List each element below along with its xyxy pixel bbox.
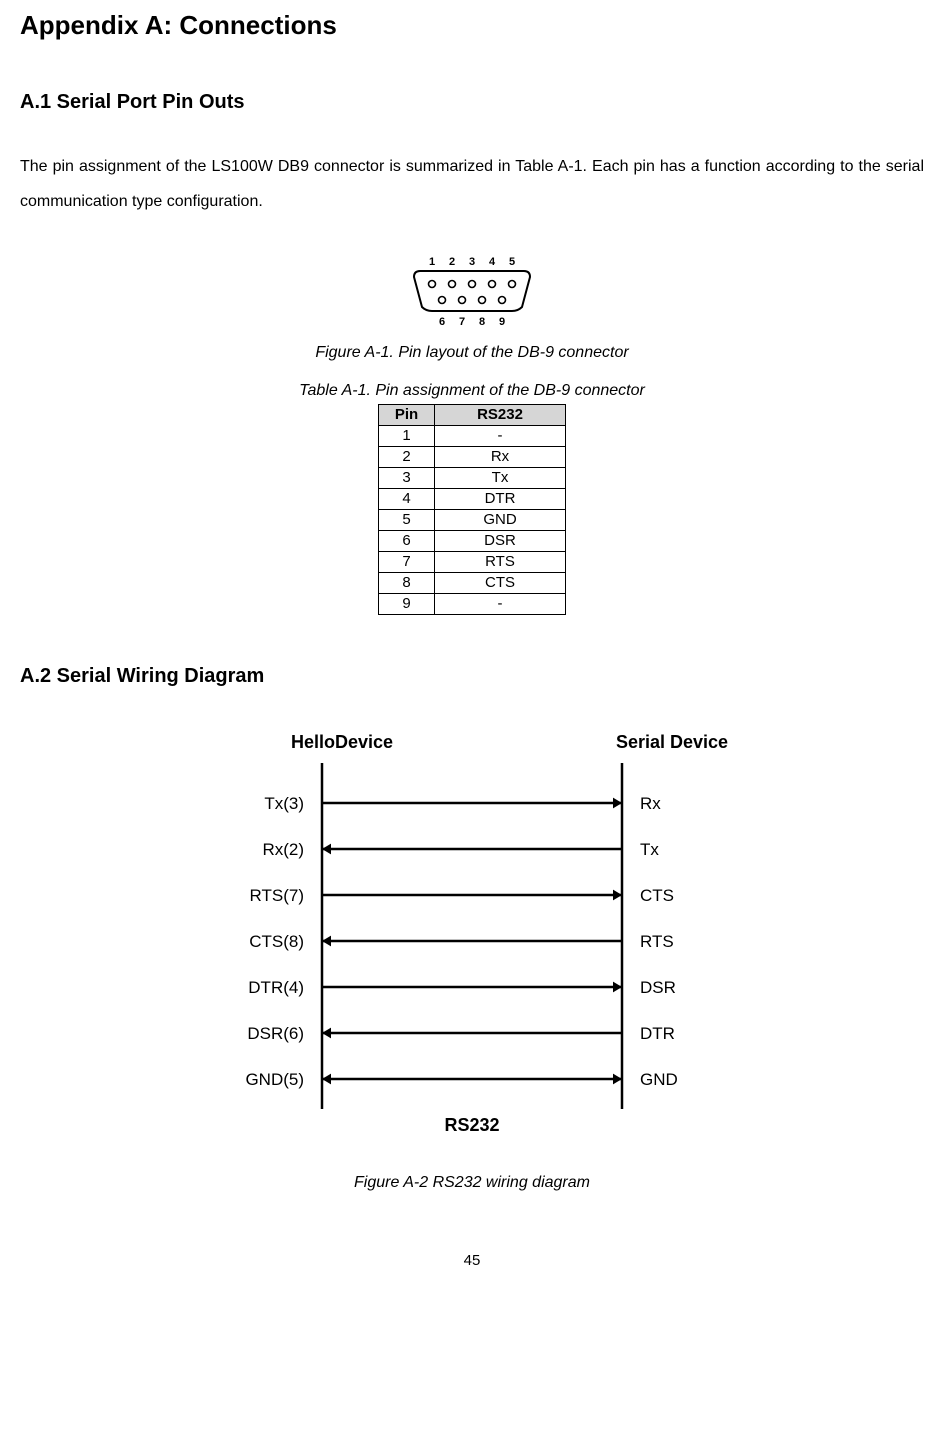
svg-text:Tx(3): Tx(3) [264,794,304,813]
pin-cell: 7 [379,552,435,573]
table-row: 4DTR [379,489,566,510]
svg-text:RTS: RTS [640,932,674,951]
wiring-diagram-icon: HelloDevice Serial Device Tx(3) Rx Rx(2) Tx RT… [192,723,752,1163]
pin-cell: 3 [379,468,435,489]
svg-text:5: 5 [509,256,515,268]
svg-text:8: 8 [479,316,485,328]
rs232-cell: - [435,594,566,615]
table-row: 1- [379,426,566,447]
svg-text:GND: GND [640,1070,678,1089]
svg-text:GND(5): GND(5) [245,1070,304,1089]
table-row: 3Tx [379,468,566,489]
svg-text:HelloDevice: HelloDevice [291,732,393,752]
svg-text:DSR: DSR [640,978,676,997]
pin-table-header-pin: Pin [379,405,435,426]
svg-text:DTR(4): DTR(4) [248,978,304,997]
svg-text:DTR: DTR [640,1024,675,1043]
rs232-cell: RTS [435,552,566,573]
pin-cell: 8 [379,573,435,594]
svg-text:2: 2 [449,256,455,268]
rs232-cell: DTR [435,489,566,510]
section-a1-paragraph: The pin assignment of the LS100W DB9 con… [20,149,924,219]
rs232-cell: - [435,426,566,447]
svg-text:Serial Device: Serial Device [616,732,728,752]
rs232-cell: DSR [435,531,566,552]
svg-text:Rx(2): Rx(2) [262,840,304,859]
db9-connector-icon: 1 2 3 4 5 6 7 8 9 [402,249,542,333]
figure-a1-caption: Figure A-1. Pin layout of the DB-9 conne… [20,344,924,362]
table-row: 6DSR [379,531,566,552]
svg-text:Tx: Tx [640,840,659,859]
pin-table-header-rs232: RS232 [435,405,566,426]
table-row: 8CTS [379,573,566,594]
pin-cell: 5 [379,510,435,531]
svg-text:DSR(6): DSR(6) [247,1024,304,1043]
db9-figure: 1 2 3 4 5 6 7 8 9 [20,249,924,338]
page-number: 45 [20,1252,924,1269]
rs232-cell: Rx [435,447,566,468]
pin-cell: 4 [379,489,435,510]
table-row: 2Rx [379,447,566,468]
svg-text:9: 9 [499,316,505,328]
section-a1-heading: A.1 Serial Port Pin Outs [20,91,924,114]
svg-text:CTS(8): CTS(8) [249,932,304,951]
svg-text:1: 1 [429,256,435,268]
svg-text:7: 7 [459,316,465,328]
pin-cell: 6 [379,531,435,552]
table-row: 9- [379,594,566,615]
pin-cell: 9 [379,594,435,615]
figure-a2-caption: Figure A-2 RS232 wiring diagram [20,1174,924,1192]
svg-text:Rx: Rx [640,794,661,813]
table-a1-caption: Table A-1. Pin assignment of the DB-9 co… [20,382,924,400]
pin-assignment-table: Pin RS232 1-2Rx3Tx4DTR5GND6DSR7RTS8CTS9- [378,404,566,615]
rs232-cell: GND [435,510,566,531]
pin-cell: 1 [379,426,435,447]
rs232-cell: Tx [435,468,566,489]
svg-text:RTS(7): RTS(7) [250,886,304,905]
table-row: 5GND [379,510,566,531]
wiring-figure: HelloDevice Serial Device Tx(3) Rx Rx(2) Tx RT… [192,723,752,1168]
table-row: 7RTS [379,552,566,573]
pin-cell: 2 [379,447,435,468]
rs232-cell: CTS [435,573,566,594]
svg-text:3: 3 [469,256,475,268]
svg-text:RS232: RS232 [444,1115,499,1135]
svg-text:6: 6 [439,316,445,328]
page-title: Appendix A: Connections [20,10,924,41]
svg-text:CTS: CTS [640,886,674,905]
section-a2-heading: A.2 Serial Wiring Diagram [20,665,924,688]
svg-text:4: 4 [489,256,496,268]
